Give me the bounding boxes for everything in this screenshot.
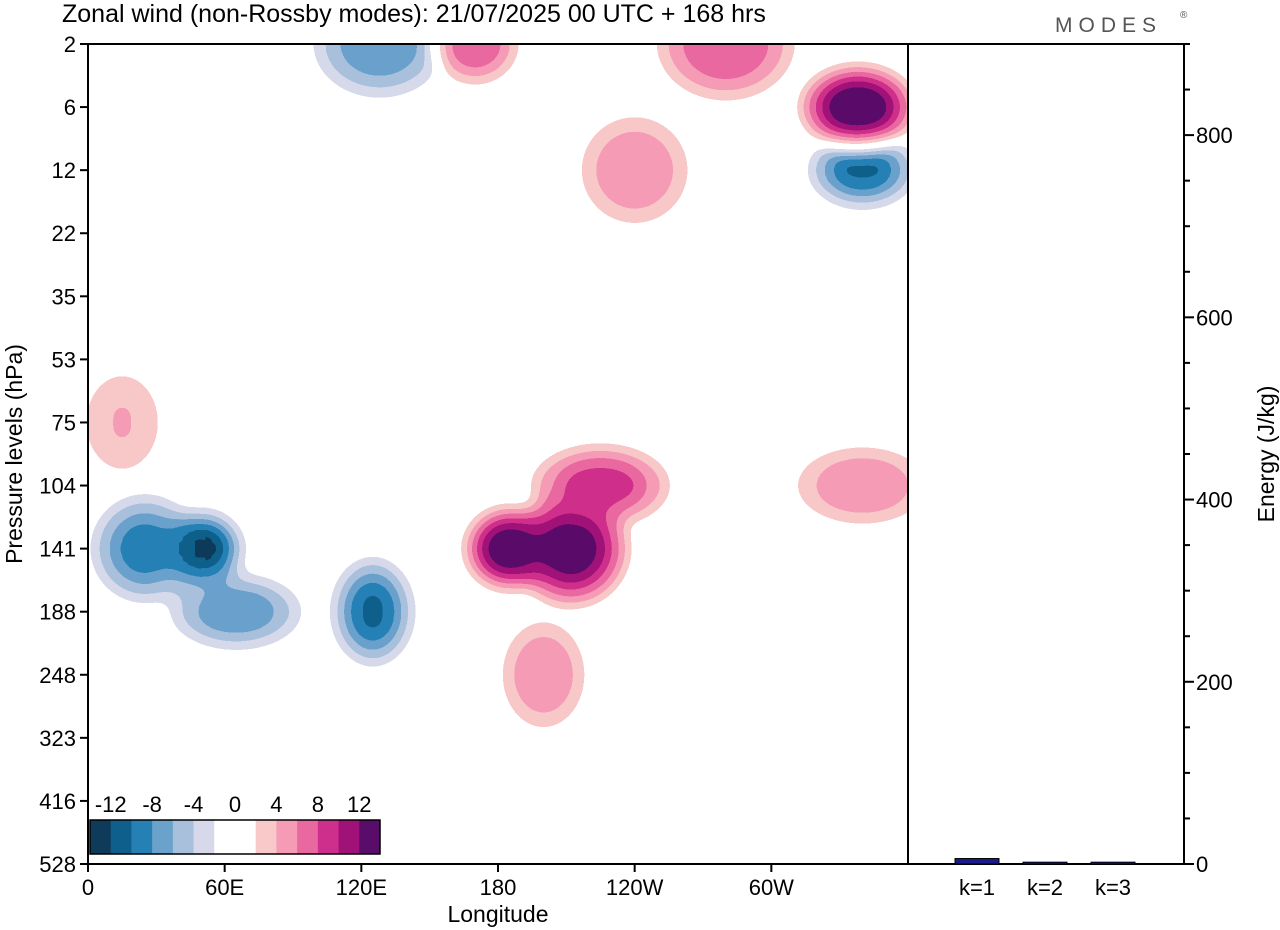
energy-tick-label: 800 xyxy=(1196,123,1233,148)
wind-blob-core xyxy=(558,461,643,510)
energy-bars: k=1 k=2 k=3 xyxy=(954,858,1136,900)
colorbar-tick-label: 8 xyxy=(312,792,324,817)
colorbar-swatch xyxy=(193,820,215,854)
x-tick-label: 120E xyxy=(336,875,387,900)
colorbar-tick-label: -12 xyxy=(95,792,127,817)
y-tick-label: 141 xyxy=(39,537,76,562)
colorbar-swatch xyxy=(359,820,381,854)
x-tick-label: 0 xyxy=(82,875,94,900)
y-tick-label: 323 xyxy=(39,726,76,751)
y-tick-label: 75 xyxy=(52,410,76,435)
colorbar: -12 -8 -4 0 4 8 12 xyxy=(89,792,381,855)
colorbar-swatch xyxy=(172,820,195,854)
y-tick-label: 35 xyxy=(52,284,76,309)
colorbar-tick-label: -8 xyxy=(142,792,162,817)
wind-blob-core xyxy=(110,514,179,583)
colorbar-frame xyxy=(89,819,381,855)
wind-blob-core xyxy=(600,136,669,205)
x-tick-label: 120W xyxy=(606,875,664,900)
x-tick-label: 60W xyxy=(749,875,794,900)
wind-blob-core xyxy=(346,577,399,646)
energy-bar xyxy=(954,858,1000,865)
colorbar-swatch xyxy=(235,820,257,854)
energy-tick-label: 0 xyxy=(1196,852,1208,877)
wind-blob-core xyxy=(820,461,905,510)
energy-axis-label: Energy (J/kg) xyxy=(1253,386,1279,523)
colorbar-swatch xyxy=(110,820,132,854)
colorbar-swatch xyxy=(131,820,153,854)
colorbar-swatch xyxy=(152,820,174,854)
colorbar-swatch xyxy=(317,820,340,854)
brand-mark: ® xyxy=(1180,10,1188,21)
y-tick-label: 188 xyxy=(39,600,76,625)
y-tick-label: 528 xyxy=(39,852,76,877)
y-tick-label: 53 xyxy=(52,347,76,372)
y-tick-label: 104 xyxy=(39,474,76,499)
chart-title: Zonal wind (non-Rossby modes): 21/07/202… xyxy=(62,0,766,28)
colorbar-tick-label: 12 xyxy=(347,792,371,817)
colorbar-swatch xyxy=(297,820,319,854)
x-axis-label: Longitude xyxy=(447,901,548,927)
energy-tick-label: 600 xyxy=(1196,305,1233,330)
y-axis: 2 6 12 22 35 53 75 104 141 188 248 323 416 528 xyxy=(39,32,88,877)
colorbar-swatch xyxy=(255,820,277,854)
wind-blob-core xyxy=(536,514,605,583)
wind-blob-core xyxy=(449,44,502,68)
y-axis-label: Pressure levels (hPa) xyxy=(1,344,27,564)
y-tick-label: 6 xyxy=(64,95,76,120)
y-tick-label: 248 xyxy=(39,663,76,688)
brand-logo: MODES xyxy=(1055,14,1162,37)
y-tick-label: 22 xyxy=(52,221,76,246)
x-tick-label: 60E xyxy=(205,875,244,900)
colorbar-tick-label: 0 xyxy=(229,792,241,817)
energy-tick-label: 400 xyxy=(1196,488,1233,513)
y-tick-label: 416 xyxy=(39,789,76,814)
energy-category-label: k=1 xyxy=(959,875,995,900)
colorbar-swatch xyxy=(276,820,298,854)
wind-blob-core xyxy=(828,146,897,195)
colorbar-swatch xyxy=(214,820,236,854)
heatmap-field xyxy=(88,44,908,864)
energy-category-label: k=2 xyxy=(1027,875,1063,900)
colorbar-tick-label: -4 xyxy=(184,792,204,817)
colorbar-swatch xyxy=(338,820,360,854)
wind-blob-core xyxy=(96,388,149,457)
energy-bar xyxy=(1090,861,1136,865)
energy-category-label: k=3 xyxy=(1095,875,1131,900)
x-axis: 0 60E 120E 180 120W 60W xyxy=(82,864,794,900)
y-tick-label: 2 xyxy=(64,32,76,57)
y-tick-label: 12 xyxy=(52,158,76,183)
wind-blob-core xyxy=(517,640,570,709)
wind-blob-core xyxy=(823,83,892,132)
energy-bar xyxy=(1022,861,1068,865)
energy-tick-label: 200 xyxy=(1196,670,1233,695)
colorbar-tick-label: 4 xyxy=(270,792,282,817)
energy-panel-frame xyxy=(907,43,1185,865)
wind-blob-core xyxy=(194,587,279,636)
x-tick-label: 180 xyxy=(480,875,517,900)
wind-blob-core xyxy=(683,44,768,78)
wind-blob-core xyxy=(337,44,422,78)
colorbar-swatch xyxy=(90,820,112,854)
energy-axis: 0 200 400 600 800 xyxy=(1184,43,1233,877)
